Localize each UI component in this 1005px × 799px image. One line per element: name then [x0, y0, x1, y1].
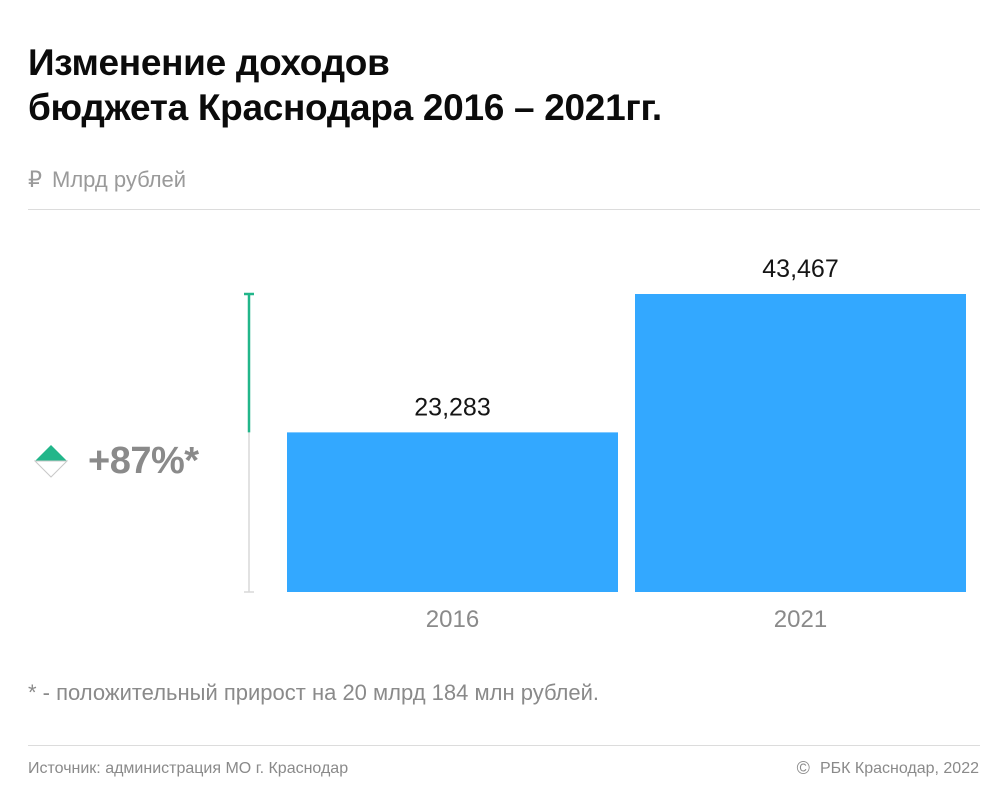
- bar-value-label-2021: 43,467: [762, 255, 838, 283]
- x-tick-label-2016: 2016: [426, 606, 479, 633]
- x-tick-label-2021: 2021: [774, 606, 827, 633]
- bars-group: 23,283 2016 43,467 2021: [287, 255, 966, 633]
- growth-arrow-icon: [34, 445, 68, 478]
- footnote: * - положительный прирост на 20 млрд 184…: [28, 680, 600, 705]
- bottom-divider: [28, 745, 980, 746]
- chart-title-line-2: бюджета Краснодара 2016 – 2021гг.: [28, 87, 662, 128]
- top-divider: [28, 209, 980, 210]
- bar-2021: [635, 294, 966, 592]
- source-note: Источник: администрация МО г. Краснодар: [28, 760, 349, 777]
- copyright-text: РБК Краснодар, 2022: [819, 759, 979, 777]
- unit-row: ₽ Млрд рублей: [28, 165, 186, 195]
- chart-title: Изменение доходов бюджета Краснодара 201…: [28, 40, 968, 130]
- chart-title-line-1: Изменение доходов: [28, 42, 390, 83]
- unit-label: Млрд рублей: [52, 167, 187, 192]
- growth-percent: +87%*: [88, 439, 199, 482]
- bar-value-label-2016: 23,283: [414, 393, 490, 421]
- growth-indicator: +87%*: [34, 437, 199, 485]
- copyright-icon: ©: [796, 758, 810, 778]
- copyright: © РБК Краснодар, 2022: [797, 758, 979, 779]
- ruble-icon: ₽: [28, 167, 42, 192]
- bar-2016: [287, 432, 618, 592]
